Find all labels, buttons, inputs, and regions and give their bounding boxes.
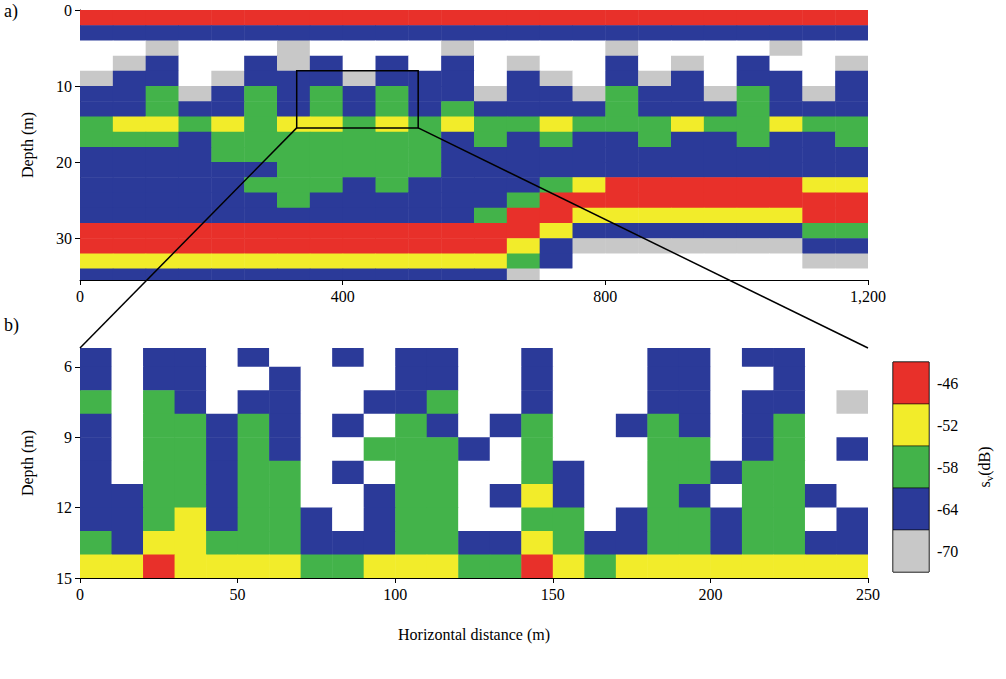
svg-text:10: 10 bbox=[56, 78, 72, 95]
svg-text:0: 0 bbox=[76, 288, 84, 305]
svg-text:15: 15 bbox=[56, 570, 72, 587]
svg-text:-58: -58 bbox=[937, 459, 958, 476]
svg-text:a): a) bbox=[4, 1, 18, 22]
svg-text:-64: -64 bbox=[937, 501, 958, 518]
svg-text:150: 150 bbox=[541, 586, 565, 603]
svg-text:v: v bbox=[982, 475, 995, 482]
svg-text:b): b) bbox=[4, 315, 19, 336]
svg-text:-46: -46 bbox=[937, 375, 958, 392]
svg-text:(dB): (dB) bbox=[976, 446, 994, 475]
svg-text:-52: -52 bbox=[937, 417, 958, 434]
svg-text:Depth (m): Depth (m) bbox=[19, 112, 37, 178]
svg-text:250: 250 bbox=[856, 586, 880, 603]
svg-text:50: 50 bbox=[230, 586, 246, 603]
svg-text:-70: -70 bbox=[937, 543, 958, 560]
svg-text:200: 200 bbox=[698, 586, 722, 603]
svg-text:30: 30 bbox=[56, 230, 72, 247]
svg-text:1,200: 1,200 bbox=[850, 288, 886, 305]
svg-text:20: 20 bbox=[56, 154, 72, 171]
svg-text:6: 6 bbox=[64, 358, 72, 375]
svg-text:s: s bbox=[976, 481, 993, 488]
svg-text:12: 12 bbox=[56, 499, 72, 516]
svg-text:Depth (m): Depth (m) bbox=[19, 430, 37, 496]
svg-text:800: 800 bbox=[593, 288, 617, 305]
svg-text:100: 100 bbox=[383, 586, 407, 603]
svg-text:9: 9 bbox=[64, 429, 72, 446]
svg-text:400: 400 bbox=[331, 288, 355, 305]
svg-text:Horizontal distance (m): Horizontal distance (m) bbox=[398, 626, 550, 644]
svg-text:0: 0 bbox=[76, 586, 84, 603]
svg-text:0: 0 bbox=[64, 2, 72, 19]
